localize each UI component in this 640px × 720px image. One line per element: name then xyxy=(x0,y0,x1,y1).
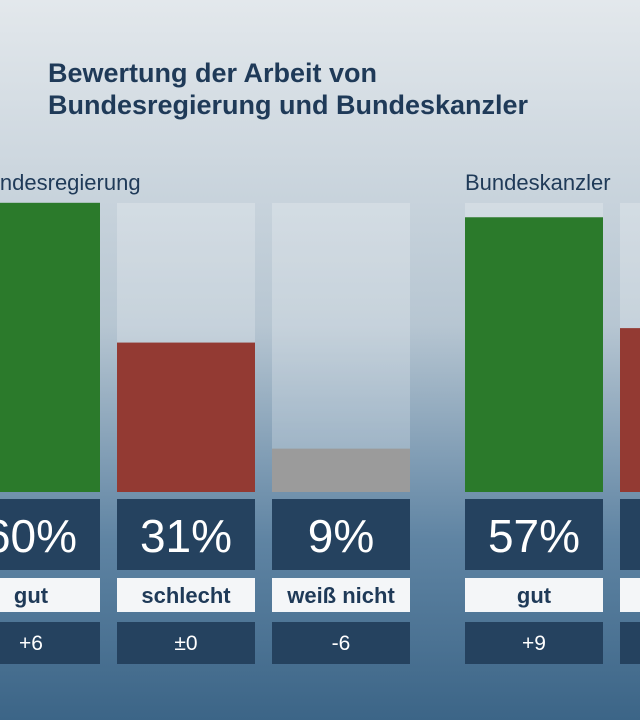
change-label: +6 xyxy=(19,632,43,655)
value-box xyxy=(465,499,603,570)
title-line: Bewertung der Arbeit von xyxy=(48,58,377,88)
change-box xyxy=(620,622,640,664)
value-box xyxy=(0,499,100,570)
category-box xyxy=(272,578,410,612)
bar xyxy=(117,342,255,492)
bar-panel xyxy=(272,203,410,492)
category-label: gut xyxy=(517,583,552,608)
group-title: Bundesregierung xyxy=(0,170,141,195)
bar xyxy=(620,328,640,492)
value-label: 31% xyxy=(140,510,232,562)
title-line: Bundesregierung und Bundeskanzler xyxy=(48,90,529,120)
change-label: ±0 xyxy=(174,632,197,655)
category-box xyxy=(0,578,100,612)
value-box xyxy=(272,499,410,570)
change-box xyxy=(272,622,410,664)
bar xyxy=(272,448,410,492)
bar xyxy=(0,202,100,493)
category-label: weiß nicht xyxy=(286,583,395,608)
value-label: 57% xyxy=(488,510,580,562)
plots: Bundesregierung 60% gut +6 31% schlecht ±0 9% we… xyxy=(0,170,640,664)
category-box xyxy=(117,578,255,612)
value-label: 9% xyxy=(308,510,374,562)
change-box xyxy=(465,622,603,664)
category-label: gut xyxy=(14,583,49,608)
bar xyxy=(465,217,603,492)
category-label: schlecht xyxy=(141,583,231,608)
change-box xyxy=(117,622,255,664)
value-label: 60% xyxy=(0,510,77,562)
change-box xyxy=(0,622,100,664)
change-label: -6 xyxy=(332,632,351,655)
group-title: Bundeskanzler xyxy=(465,170,611,195)
change-label: +9 xyxy=(522,632,546,655)
category-box xyxy=(620,578,640,612)
category-box xyxy=(465,578,603,612)
value-box xyxy=(620,499,640,570)
value-box xyxy=(117,499,255,570)
